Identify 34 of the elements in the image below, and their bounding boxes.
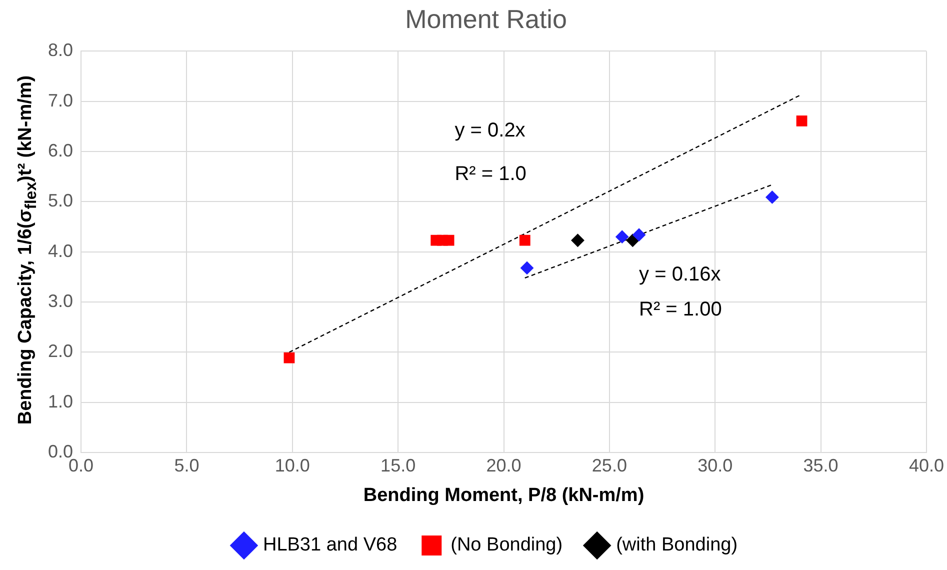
point xyxy=(284,352,295,364)
y-tick-label: 4.0 xyxy=(48,240,74,261)
point xyxy=(616,230,629,244)
y-tick-label: 3.0 xyxy=(48,291,74,312)
point xyxy=(766,190,779,204)
chart-title: Moment Ratio xyxy=(405,4,567,34)
x-tick-label: 30.0 xyxy=(698,455,733,476)
x-tick-label: 25.0 xyxy=(592,455,627,476)
annotation: y = 0.16x xyxy=(639,263,721,286)
point xyxy=(632,228,646,242)
y-tick-label: 7.0 xyxy=(48,90,74,110)
x-tick-label: 40.0 xyxy=(908,455,944,476)
annotation: R² = 1.00 xyxy=(639,298,722,321)
point xyxy=(796,115,808,126)
x-tick-label: 20.0 xyxy=(486,455,522,476)
legend-label: HLB31 and V68 xyxy=(262,534,398,556)
x-tick-label: 10.0 xyxy=(274,455,310,476)
x-tick-label: 15.0 xyxy=(380,455,416,476)
legend-label: (with Bonding) xyxy=(616,534,738,556)
annotation: R² = 1.0 xyxy=(454,162,526,185)
annotation: y = 0.2x xyxy=(454,120,526,142)
legend-label: (No Bonding) xyxy=(450,534,563,556)
point xyxy=(571,234,584,247)
x-tick-label: 5.0 xyxy=(174,455,200,476)
point xyxy=(519,234,530,246)
y-tick-label: 8.0 xyxy=(48,40,74,60)
y-tick-label: 2.0 xyxy=(48,341,74,362)
x-axis-title: Bending Moment, P/8 (kN-m/m) xyxy=(363,484,644,506)
point xyxy=(443,234,454,246)
y-tick-label: 6.0 xyxy=(48,140,74,161)
x-tick-label: 35.0 xyxy=(803,455,838,476)
y-tick-label: 5.0 xyxy=(48,190,74,211)
point xyxy=(520,261,534,274)
y-tick-label: 1.0 xyxy=(48,391,74,412)
